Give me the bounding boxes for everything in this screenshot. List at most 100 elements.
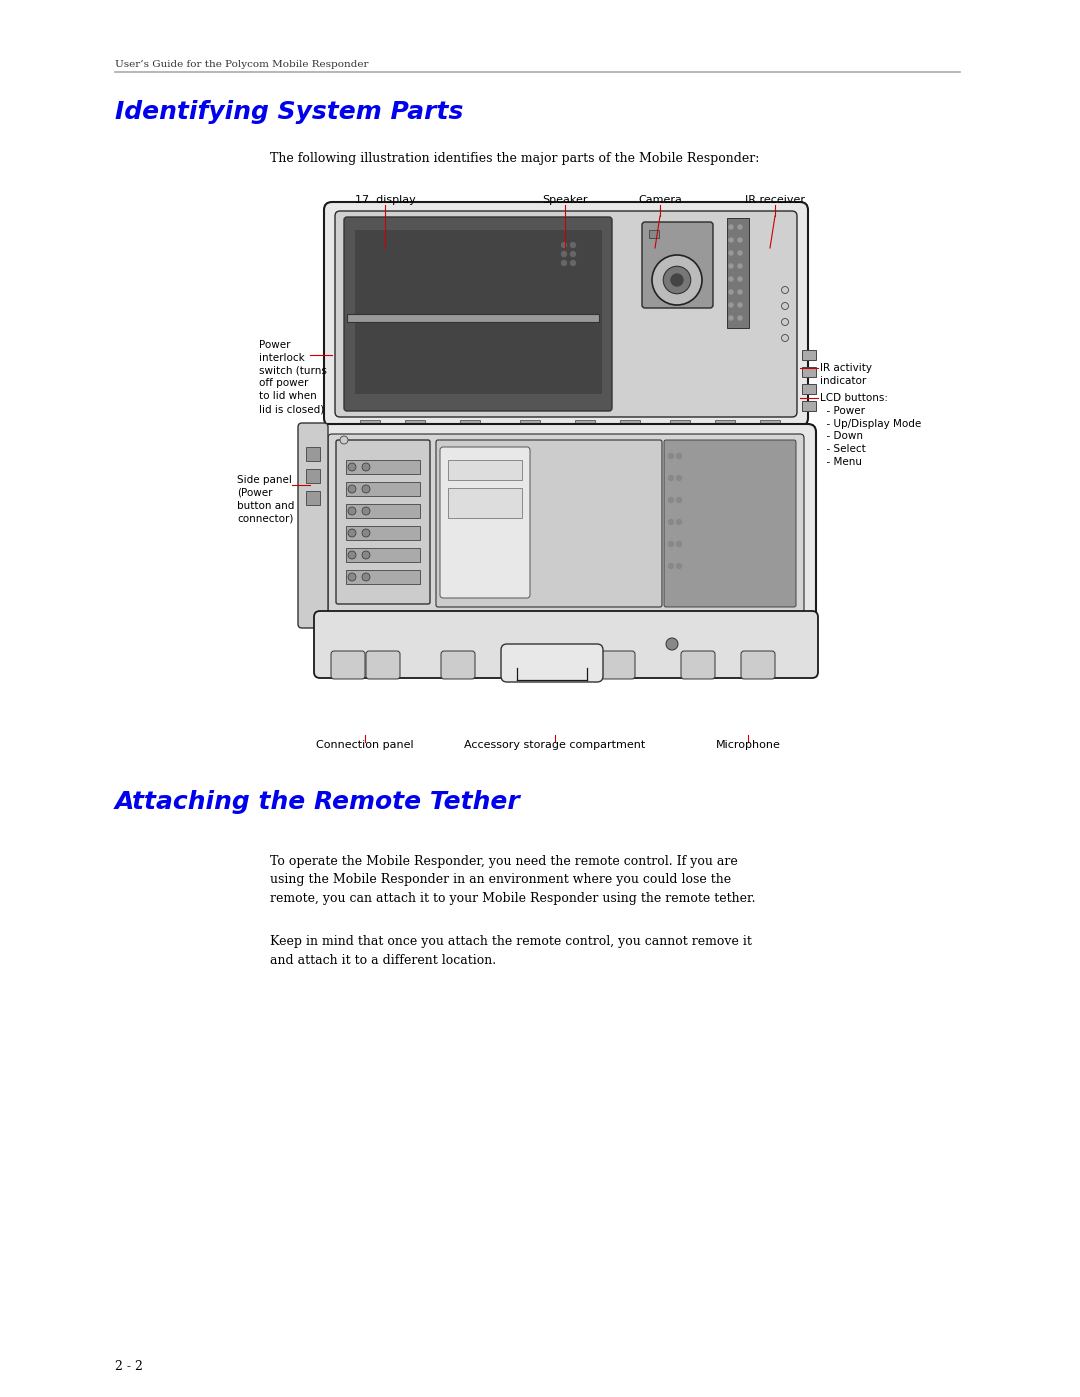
Circle shape <box>652 256 702 305</box>
Circle shape <box>362 573 370 581</box>
FancyBboxPatch shape <box>436 440 662 608</box>
Circle shape <box>663 267 691 293</box>
Text: LCD buttons:
  - Power
  - Up/Display Mode
  - Down
  - Select
  - Menu: LCD buttons: - Power - Up/Display Mode -… <box>820 393 921 467</box>
FancyBboxPatch shape <box>336 440 430 604</box>
FancyBboxPatch shape <box>441 651 475 679</box>
Bar <box>715 420 735 430</box>
Text: IR receiver: IR receiver <box>745 196 805 205</box>
Text: Power
interlock
switch (turns
off power
to lid when
lid is closed): Power interlock switch (turns off power … <box>259 339 327 414</box>
Circle shape <box>676 454 681 458</box>
Circle shape <box>570 243 576 247</box>
Text: Microphone: Microphone <box>716 740 781 750</box>
Circle shape <box>738 291 742 293</box>
Circle shape <box>340 436 348 444</box>
Text: User’s Guide for the Polycom Mobile Responder: User’s Guide for the Polycom Mobile Resp… <box>114 60 368 68</box>
Bar <box>306 447 320 461</box>
FancyBboxPatch shape <box>335 211 797 416</box>
Circle shape <box>362 507 370 515</box>
Bar <box>346 548 420 562</box>
Bar <box>727 218 750 328</box>
Circle shape <box>782 286 788 293</box>
Bar <box>802 367 816 377</box>
FancyBboxPatch shape <box>664 440 796 608</box>
Circle shape <box>362 462 370 471</box>
Circle shape <box>738 264 742 268</box>
Bar <box>306 490 320 504</box>
Circle shape <box>570 251 576 257</box>
Bar <box>519 420 540 430</box>
Circle shape <box>729 303 733 307</box>
Bar <box>347 314 599 321</box>
Circle shape <box>348 462 356 471</box>
Bar <box>802 351 816 360</box>
Circle shape <box>738 225 742 229</box>
FancyBboxPatch shape <box>328 434 804 613</box>
Text: Side panel
(Power
button and
connector): Side panel (Power button and connector) <box>237 475 295 524</box>
Bar <box>346 527 420 541</box>
Text: To operate the Mobile Responder, you need the remote control. If you are
using t: To operate the Mobile Responder, you nee… <box>270 855 756 905</box>
Text: 17  display: 17 display <box>354 196 416 205</box>
Circle shape <box>676 563 681 569</box>
Bar <box>649 231 659 237</box>
Circle shape <box>348 485 356 493</box>
Text: IR activity
indicator: IR activity indicator <box>820 363 872 386</box>
FancyBboxPatch shape <box>345 217 612 411</box>
Bar <box>346 460 420 474</box>
Bar <box>760 420 780 430</box>
Circle shape <box>562 260 567 265</box>
Circle shape <box>671 274 684 286</box>
Circle shape <box>362 485 370 493</box>
FancyBboxPatch shape <box>521 651 555 679</box>
FancyBboxPatch shape <box>681 651 715 679</box>
Bar <box>448 488 522 518</box>
Circle shape <box>669 454 674 458</box>
Circle shape <box>729 237 733 242</box>
Bar <box>802 384 816 394</box>
FancyBboxPatch shape <box>330 651 365 679</box>
Bar <box>346 482 420 496</box>
FancyBboxPatch shape <box>366 651 400 679</box>
Circle shape <box>738 277 742 281</box>
Bar <box>360 420 380 430</box>
Circle shape <box>782 303 788 310</box>
Circle shape <box>348 529 356 536</box>
Circle shape <box>362 550 370 559</box>
Circle shape <box>348 507 356 515</box>
Text: Identifying System Parts: Identifying System Parts <box>114 101 463 124</box>
Circle shape <box>362 529 370 536</box>
Text: Accessory storage compartment: Accessory storage compartment <box>464 740 646 750</box>
Circle shape <box>666 638 678 650</box>
Circle shape <box>729 316 733 320</box>
Text: Connection panel: Connection panel <box>316 740 414 750</box>
Circle shape <box>348 550 356 559</box>
Circle shape <box>738 237 742 242</box>
Circle shape <box>570 260 576 265</box>
Circle shape <box>562 251 567 257</box>
Circle shape <box>729 291 733 293</box>
Circle shape <box>676 542 681 546</box>
Circle shape <box>669 497 674 503</box>
Circle shape <box>676 520 681 524</box>
Bar <box>405 420 426 430</box>
Bar <box>620 420 640 430</box>
FancyBboxPatch shape <box>298 423 328 629</box>
Text: Camera: Camera <box>638 196 681 205</box>
FancyBboxPatch shape <box>642 222 713 307</box>
Text: Speaker: Speaker <box>542 196 588 205</box>
Bar <box>460 420 480 430</box>
Circle shape <box>738 316 742 320</box>
Bar <box>346 570 420 584</box>
Bar <box>802 401 816 411</box>
Circle shape <box>738 303 742 307</box>
Circle shape <box>729 251 733 256</box>
Circle shape <box>669 563 674 569</box>
Circle shape <box>729 264 733 268</box>
Circle shape <box>729 225 733 229</box>
Bar <box>448 460 522 481</box>
FancyBboxPatch shape <box>600 651 635 679</box>
FancyBboxPatch shape <box>501 644 603 682</box>
Circle shape <box>669 520 674 524</box>
FancyBboxPatch shape <box>741 651 775 679</box>
Bar <box>355 231 600 393</box>
Bar <box>670 420 690 430</box>
